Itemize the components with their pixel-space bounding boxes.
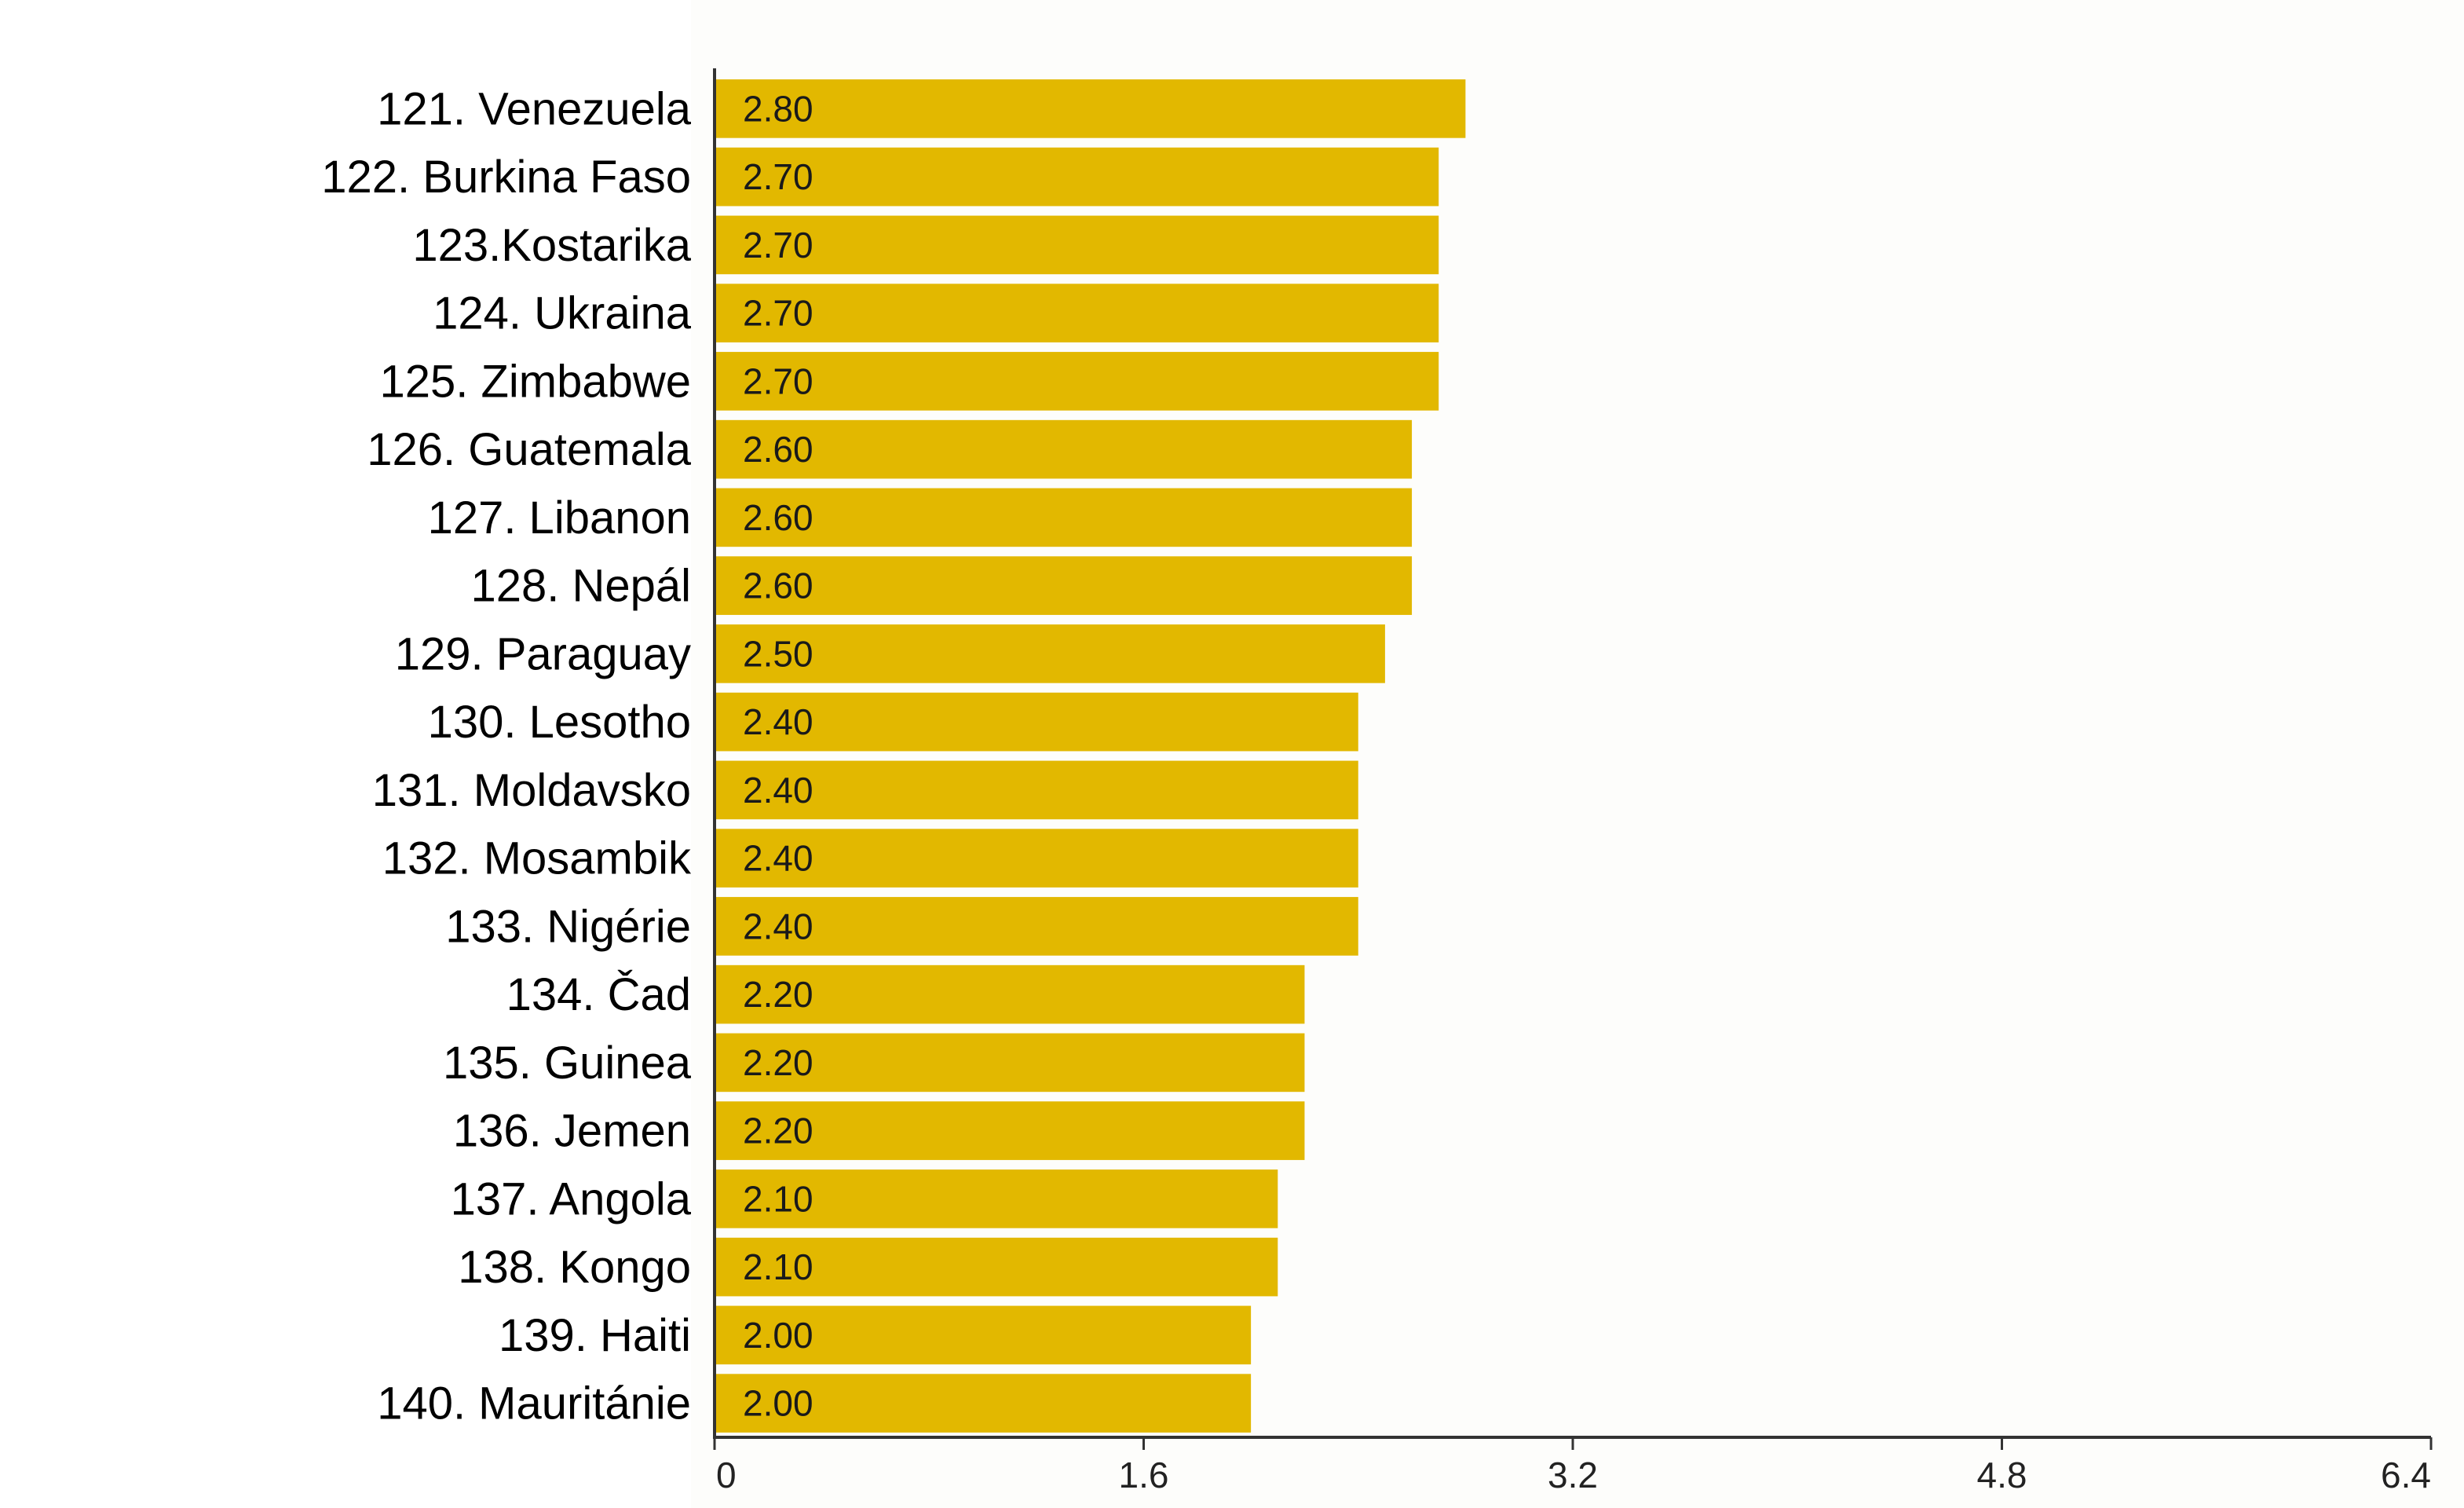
category-label: 139. Haiti <box>499 1310 691 1361</box>
category-label: 121. Venezuela <box>377 83 692 134</box>
category-label: 130. Lesotho <box>428 697 691 748</box>
category-label: 129. Paraguay <box>395 628 691 679</box>
x-tick-label: 4.8 <box>1977 1455 2027 1495</box>
bar <box>715 692 1358 752</box>
bar-value-label: 2.50 <box>743 633 813 674</box>
bar-value-label: 2.00 <box>743 1383 813 1424</box>
bar-value-label: 2.40 <box>743 701 813 742</box>
x-axis: 0 1.6 3.2 4.8 6.4 <box>713 68 2433 1495</box>
bar-value-label: 2.70 <box>743 225 813 265</box>
category-label: 131. Moldavsko <box>372 765 691 816</box>
bar-value-label: 2.60 <box>743 429 813 470</box>
bar <box>715 1033 1305 1093</box>
category-label: 126. Guatemala <box>367 424 691 475</box>
bar <box>715 147 1439 207</box>
bar <box>715 760 1358 820</box>
category-label: 124. Ukraina <box>433 288 692 339</box>
bar <box>715 556 1413 615</box>
category-labels: 121. Venezuela 122. Burkina Faso 123.Kosta… <box>321 83 692 1429</box>
bar <box>715 964 1305 1024</box>
bar <box>715 1237 1278 1297</box>
bar-value-label: 2.00 <box>743 1315 813 1356</box>
category-label: 135. Guinea <box>443 1038 692 1089</box>
category-label: 127. Libanon <box>428 492 691 544</box>
bar-value-label: 2.10 <box>743 1178 813 1219</box>
bar <box>715 1305 1252 1365</box>
bar <box>715 488 1413 547</box>
category-label: 136. Jemen <box>453 1106 691 1157</box>
bar-value-label: 2.40 <box>743 838 813 879</box>
category-label: 137. Angola <box>451 1173 692 1224</box>
bar-value-label: 2.20 <box>743 1111 813 1151</box>
bar <box>715 1169 1278 1228</box>
category-label: 123.Kostarika <box>412 220 691 271</box>
category-label: 132. Mosambik <box>382 833 692 884</box>
bar-value-label: 2.80 <box>743 88 813 129</box>
bar-value-label: 2.60 <box>743 497 813 538</box>
bar-value-label: 2.70 <box>743 293 813 334</box>
bar-value-label: 2.20 <box>743 974 813 1015</box>
category-label: 125. Zimbabwe <box>379 356 691 407</box>
bar <box>715 829 1358 888</box>
x-tick-label: 1.6 <box>1119 1455 1169 1495</box>
bar-value-label: 2.10 <box>743 1246 813 1287</box>
bar-value-label: 2.40 <box>743 770 813 811</box>
category-label: 138. Kongo <box>458 1242 691 1293</box>
category-label: 128. Nepál <box>470 561 691 612</box>
bar-value-label: 2.20 <box>743 1042 813 1083</box>
x-tick-label: 3.2 <box>1548 1455 1598 1495</box>
bar-value-label: 2.70 <box>743 156 813 197</box>
bar-value-label: 2.70 <box>743 361 813 401</box>
category-label: 140. Mauritánie <box>377 1378 691 1429</box>
bars-layer: 2.80 2.70 2.70 2.70 2.70 2.60 2.60 2.60 2.50 2.40… <box>715 79 1466 1433</box>
bar-value-label: 2.40 <box>743 906 813 946</box>
bar <box>715 352 1439 411</box>
bar <box>715 79 1466 138</box>
category-label: 133. Nigérie <box>445 901 691 952</box>
bar <box>715 419 1413 479</box>
x-tick-label: 0 <box>716 1455 737 1495</box>
category-label: 134. Čad <box>506 969 691 1020</box>
category-label: 122. Burkina Faso <box>321 152 691 203</box>
bar <box>715 624 1385 683</box>
bar-value-label: 2.60 <box>743 566 813 606</box>
x-tick-label: 6.4 <box>2381 1455 2431 1495</box>
bar <box>715 284 1439 342</box>
bar <box>715 1374 1252 1433</box>
bar <box>715 215 1439 275</box>
bar <box>715 897 1358 956</box>
bar <box>715 1101 1305 1160</box>
